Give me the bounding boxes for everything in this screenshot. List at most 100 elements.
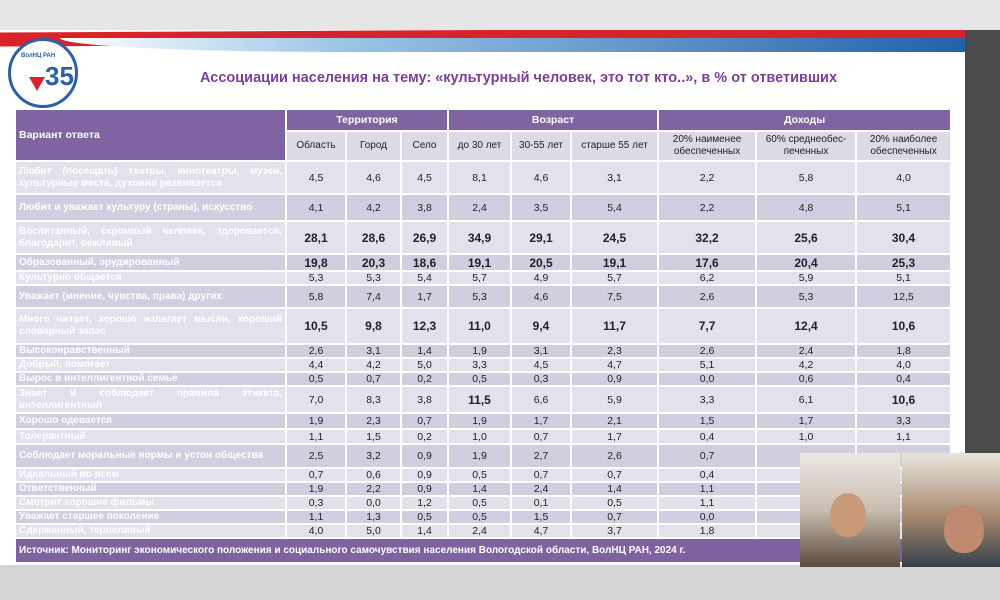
cell-value: 20,4 — [755, 253, 858, 272]
cell-value: 29,1 — [510, 220, 573, 255]
cell-value: 1,9 — [447, 412, 513, 430]
cell-value: 4,5 — [399, 160, 450, 195]
cell-value: 0,1 — [510, 495, 573, 511]
cell-value: 0,6 — [755, 371, 858, 387]
row-label: Хорошо одевается — [14, 412, 287, 430]
cell-value: 25,3 — [855, 253, 953, 272]
cell-value: 4,7 — [510, 523, 573, 539]
column-header: Область — [285, 130, 347, 162]
table-row: Высоконравственный 2,6 3,1 1,4 1,9 3,1 2,3 2,6 2… — [14, 343, 953, 359]
cell-value: 1,8 — [855, 343, 953, 359]
cell-value: 0,7 — [510, 428, 573, 445]
row-label: Сдержанный, терпеливый — [14, 523, 287, 539]
cell-value: 4,8 — [755, 193, 858, 222]
cell-value: 24,5 — [570, 220, 660, 255]
cell-value: 5,4 — [570, 193, 660, 222]
cell-value: 34,9 — [447, 220, 513, 255]
presentation-slide: ВолНЦ РАН 35 Ассоциации населения на тем… — [0, 30, 965, 565]
cell-value: 3,3 — [855, 412, 953, 430]
video-participant-woman[interactable] — [800, 453, 900, 567]
cell-value: 19,1 — [570, 253, 660, 272]
cell-value: 2,6 — [570, 443, 660, 469]
cell-value: 4,5 — [285, 160, 347, 195]
row-label: Много читает, хорошо излагает мысли, хор… — [14, 307, 287, 345]
cell-value: 7,7 — [657, 307, 758, 345]
cell-value: 0,5 — [447, 509, 513, 525]
cell-value: 0,2 — [399, 371, 450, 387]
cell-value: 0,7 — [657, 443, 758, 469]
table-row: Вырос в интеллигентной семье 0,5 0,7 0,2 0,5… — [14, 371, 953, 387]
cell-value: 1,5 — [345, 428, 402, 445]
logo-triangle-icon — [29, 77, 45, 91]
row-label: Любит и уважает культуру (страны), искус… — [14, 193, 287, 222]
row-label: Культурно общается — [14, 270, 287, 286]
cell-value: 0,4 — [855, 371, 953, 387]
cell-value: 1,8 — [657, 523, 758, 539]
cell-value: 4,2 — [755, 357, 858, 373]
cell-value: 0,3 — [285, 495, 347, 511]
cell-value: 2,2 — [657, 160, 758, 195]
cell-value: 0,5 — [447, 371, 513, 387]
cell-value: 2,4 — [755, 343, 858, 359]
cell-value: 5,8 — [285, 284, 347, 309]
cell-value: 20,5 — [510, 253, 573, 272]
row-label: Уважает старшее поколение — [14, 509, 287, 525]
cell-value: 0,7 — [570, 467, 660, 483]
cell-value: 10,5 — [285, 307, 347, 345]
cell-value: 5,0 — [399, 357, 450, 373]
cell-value: 2,2 — [657, 193, 758, 222]
cell-value: 5,9 — [755, 270, 858, 286]
cell-value: 5,3 — [447, 284, 513, 309]
table-row: Воспитанный, скромный человек, здоровает… — [14, 220, 953, 255]
cell-value: 8,3 — [345, 385, 402, 414]
cell-value: 2,3 — [345, 412, 402, 430]
column-header: 20% наиболее обеспеченных — [855, 130, 953, 162]
cell-value: 4,4 — [285, 357, 347, 373]
cell-value: 0,6 — [345, 467, 402, 483]
volnc-logo: ВолНЦ РАН 35 — [8, 38, 78, 108]
group-header: Территория — [284, 108, 450, 132]
cell-value: 1,9 — [285, 481, 347, 497]
cell-value: 3,5 — [510, 193, 573, 222]
cell-value: 2,6 — [657, 284, 758, 309]
cell-value: 1,9 — [447, 343, 513, 359]
table-row: Много читает, хорошо излагает мысли, хор… — [14, 307, 953, 345]
cell-value: 4,0 — [855, 357, 953, 373]
cell-value: 32,2 — [657, 220, 758, 255]
cell-value: 2,4 — [447, 193, 513, 222]
cell-value: 4,6 — [510, 160, 573, 195]
table-row: Добрый, помогает 4,4 4,2 5,0 3,3 4,5 4,7 5,1 4,2… — [14, 357, 953, 373]
blue-stripe — [60, 38, 965, 52]
row-header: Вариант ответа — [14, 108, 287, 162]
cell-value: 4,6 — [510, 284, 573, 309]
cell-value: 1,3 — [345, 509, 402, 525]
row-label: Смотрит хорошие фильмы — [14, 495, 287, 511]
cell-value: 5,4 — [399, 270, 450, 286]
column-header: Село — [399, 130, 450, 162]
cell-value: 1,7 — [510, 412, 573, 430]
cell-value: 3,3 — [657, 385, 758, 414]
cell-value: 28,1 — [285, 220, 347, 255]
cell-value: 0,4 — [657, 467, 758, 483]
cell-value: 26,9 — [399, 220, 450, 255]
video-participant-man[interactable] — [902, 453, 1000, 567]
cell-value: 19,8 — [285, 253, 347, 272]
column-header: до 30 лет — [447, 130, 513, 162]
cell-value: 12,4 — [755, 307, 858, 345]
cell-value: 0,7 — [399, 412, 450, 430]
cell-value: 1,0 — [447, 428, 513, 445]
cell-value: 0,5 — [447, 495, 513, 511]
table-row: Знает и соблюдает правила этикета, интел… — [14, 385, 953, 414]
cell-value: 6,2 — [657, 270, 758, 286]
cell-value: 0,9 — [570, 371, 660, 387]
row-label: Любит (посещать) театры, кинотеатры, муз… — [14, 160, 287, 195]
cell-value: 2,1 — [570, 412, 660, 430]
row-label: Ответственный — [14, 481, 287, 497]
cell-value: 5,1 — [657, 357, 758, 373]
cell-value: 0,5 — [447, 467, 513, 483]
cell-value: 1,1 — [285, 428, 347, 445]
cell-value: 1,9 — [285, 412, 347, 430]
row-label: Добрый, помогает — [14, 357, 287, 373]
cell-value: 0,0 — [345, 495, 402, 511]
window-top-bar — [0, 0, 1000, 30]
